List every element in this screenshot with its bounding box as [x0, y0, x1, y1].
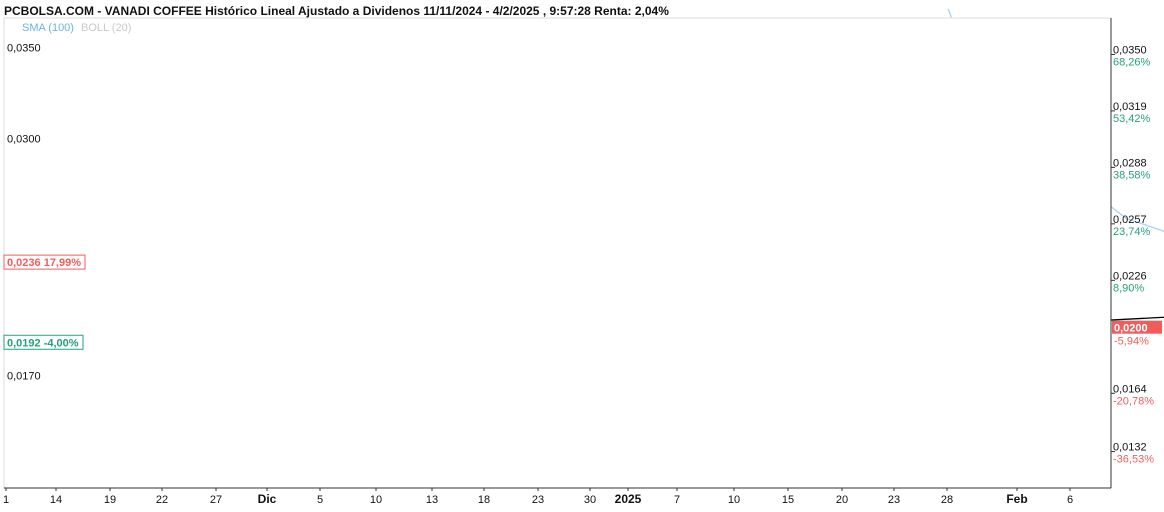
- x-tick-label: Feb: [1006, 492, 1027, 506]
- x-tick-label: 20: [836, 494, 848, 506]
- x-tick-label: 10: [370, 494, 382, 506]
- level-label: 0,0236 17,99%: [7, 257, 81, 269]
- right-axis-price: 0,0226: [1113, 270, 1147, 282]
- x-tick-label: 15: [782, 494, 794, 506]
- level-label: 0,0300: [7, 134, 41, 146]
- level-label: 0,0170: [7, 370, 41, 382]
- current-price-box: [1112, 320, 1162, 334]
- x-tick-label: 19: [104, 494, 116, 506]
- x-tick-label: 27: [210, 494, 222, 506]
- right-axis-pct: -20,78%: [1113, 395, 1154, 407]
- x-tick-label: 13: [426, 494, 438, 506]
- current-price-label: 0,0200: [1114, 323, 1148, 335]
- right-axis-pct: 68,26%: [1113, 56, 1151, 68]
- x-tick-label: 18: [478, 494, 490, 506]
- legend: SMA (100) BOLL (20): [22, 22, 131, 34]
- x-tick-label: 7: [674, 494, 680, 506]
- right-axis-price: 0,0257: [1113, 214, 1147, 226]
- x-tick-label: 30: [584, 494, 596, 506]
- x-tick-label: 10: [728, 494, 740, 506]
- x-tick-label: 14: [50, 494, 62, 506]
- legend-sma[interactable]: SMA (100): [22, 22, 74, 34]
- x-tick-label: 5: [317, 494, 323, 506]
- right-axis-price: 0,0164: [1113, 383, 1147, 395]
- right-axis-pct: 23,74%: [1113, 226, 1151, 238]
- level-label-box: [3, 334, 84, 350]
- right-axis-price: 0,0319: [1113, 101, 1147, 113]
- right-axis-pct: -36,53%: [1113, 454, 1154, 466]
- legend-boll[interactable]: BOLL (20): [81, 22, 132, 34]
- x-tick-label: 28: [941, 494, 953, 506]
- current-price-pct: -5,94%: [1114, 336, 1149, 348]
- x-tick-label: 2025: [615, 492, 642, 506]
- level-label: 0,0192 -4,00%: [7, 337, 79, 349]
- x-tick-label: 6: [1067, 494, 1073, 506]
- plot-area: [3, 17, 1112, 489]
- x-tick-label: 1: [3, 494, 9, 506]
- axes: 0,035068,26%0,031953,42%0,028838,58%0,02…: [3, 17, 1162, 506]
- level-label: 0,0350: [7, 42, 41, 54]
- right-axis-pct: 53,42%: [1113, 113, 1151, 125]
- right-axis-price: 0,0288: [1113, 157, 1147, 169]
- x-tick-label: 23: [888, 494, 900, 506]
- x-tick-label: 22: [156, 494, 168, 506]
- right-axis-price: 0,0132: [1113, 442, 1147, 454]
- right-axis-price: 0,0350: [1113, 44, 1147, 56]
- level-labels: 0,0350 0,0300 0,0236 17,99% 0,0192 -4,00% 0,…: [3, 42, 86, 382]
- right-axis-pct: 8,90%: [1113, 282, 1144, 294]
- right-axis-pct: 38,58%: [1113, 169, 1151, 181]
- chart-title: PCBOLSA.COM - VANADI COFFEE Histórico Li…: [4, 4, 669, 18]
- x-tick-label: Dic: [258, 492, 277, 506]
- x-tick-label: 23: [532, 494, 544, 506]
- level-label-box: [3, 254, 86, 270]
